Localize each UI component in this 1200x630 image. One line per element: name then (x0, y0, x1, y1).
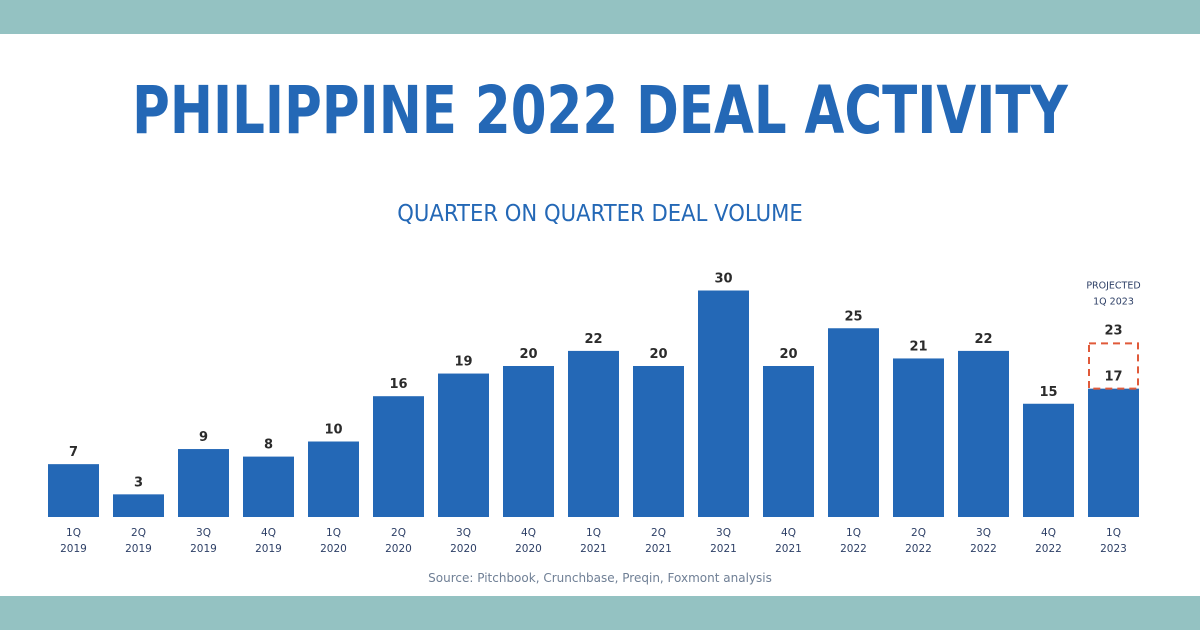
bar (48, 464, 99, 517)
bar (958, 350, 1009, 517)
x-tick-label-year: 2019 (60, 543, 87, 555)
x-tick-label-quarter: 3Q (456, 527, 471, 539)
chart-title: QUARTER ON QUARTER DEAL VOLUME (397, 201, 803, 227)
data-label: 15 (1039, 385, 1057, 400)
top-band (0, 0, 1200, 34)
page-title: PHILIPPINE 2022 DEAL ACTIVITY (132, 72, 1068, 149)
x-tick-label-year: 2022 (905, 543, 932, 555)
x-tick-label-quarter: 1Q (1106, 527, 1121, 539)
source-note: Source: Pitchbook, Crunchbase, Preqin, F… (428, 571, 772, 585)
x-tick-label-quarter: 2Q (911, 527, 926, 539)
bar (828, 328, 879, 517)
bar (1023, 403, 1074, 517)
bar (1088, 388, 1139, 517)
data-label: 20 (779, 347, 797, 362)
data-label: 10 (324, 423, 342, 438)
x-tick-label-quarter: 2Q (391, 527, 406, 539)
x-tick-label-year: 2020 (515, 543, 542, 555)
projection-label-line1: PROJECTED (1086, 280, 1140, 291)
data-label: 20 (649, 347, 667, 362)
data-label: 30 (714, 272, 732, 287)
data-label: 25 (844, 309, 862, 324)
x-tick-label-year: 2019 (190, 543, 217, 555)
x-tick-label-year: 2020 (450, 543, 477, 555)
x-tick-label-year: 2022 (970, 543, 997, 555)
x-tick-label-quarter: 2Q (651, 527, 666, 539)
data-label: 16 (389, 377, 407, 392)
data-label: 17 (1104, 370, 1122, 385)
x-tick-label-quarter: 4Q (1041, 527, 1056, 539)
x-tick-label-quarter: 4Q (521, 527, 536, 539)
data-label: 21 (909, 339, 927, 354)
data-label: 22 (974, 332, 992, 347)
projection-outline (1088, 342, 1139, 390)
x-tick-label-year: 2019 (255, 543, 282, 555)
bar (373, 396, 424, 517)
x-tick-label-quarter: 3Q (716, 527, 731, 539)
data-label: 22 (584, 332, 602, 347)
bar (113, 494, 164, 517)
bar (763, 366, 814, 517)
projection-label-line2: 1Q 2023 (1093, 296, 1134, 307)
x-tick-label-year: 2020 (385, 543, 412, 555)
x-tick-label-quarter: 1Q (586, 527, 601, 539)
data-label: 19 (454, 355, 472, 370)
bar (893, 358, 944, 517)
x-tick-label-quarter: 1Q (66, 527, 81, 539)
bar (503, 366, 554, 517)
x-tick-label-quarter: 1Q (846, 527, 861, 539)
bottom-band (0, 596, 1200, 630)
bar (633, 366, 684, 517)
data-label: 9 (199, 430, 208, 445)
bar (438, 373, 489, 517)
x-tick-label-quarter: 2Q (131, 527, 146, 539)
bar (308, 441, 359, 517)
bar (243, 456, 294, 517)
x-tick-label-quarter: 4Q (781, 527, 796, 539)
x-tick-label-year: 2023 (1100, 543, 1127, 555)
x-tick-label-year: 2022 (1035, 543, 1062, 555)
x-tick-label-year: 2021 (645, 543, 672, 555)
x-tick-label-quarter: 3Q (196, 527, 211, 539)
x-tick-label-year: 2021 (710, 543, 737, 555)
data-label: 20 (519, 347, 537, 362)
x-tick-label-year: 2021 (775, 543, 802, 555)
bar (568, 350, 619, 517)
x-tick-label-quarter: 3Q (976, 527, 991, 539)
x-tick-label-year: 2022 (840, 543, 867, 555)
x-tick-label-year: 2021 (580, 543, 607, 555)
data-label: 3 (134, 475, 143, 490)
x-tick-label-quarter: 1Q (326, 527, 341, 539)
x-tick-label-year: 2019 (125, 543, 152, 555)
data-label: 7 (69, 445, 78, 460)
data-label: 8 (264, 438, 273, 453)
bar (698, 290, 749, 517)
bar (178, 449, 229, 517)
projection-value-label: 23 (1104, 323, 1122, 338)
x-tick-label-year: 2020 (320, 543, 347, 555)
x-tick-label-quarter: 4Q (261, 527, 276, 539)
